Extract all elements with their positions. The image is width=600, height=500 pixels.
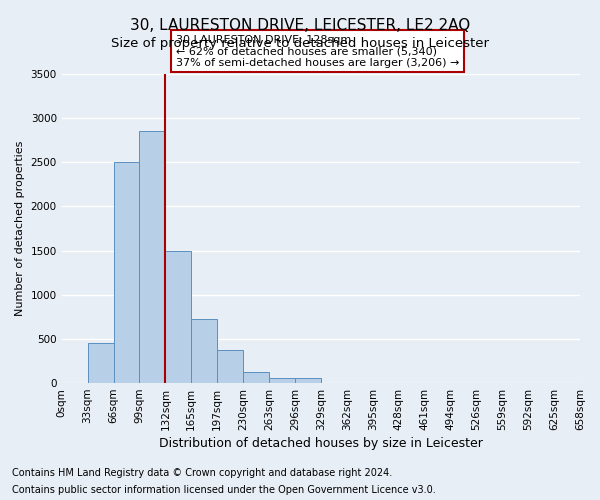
Bar: [269, 378, 295, 383]
Bar: [243, 372, 269, 383]
Text: 30, LAURESTON DRIVE, LEICESTER, LE2 2AQ: 30, LAURESTON DRIVE, LEICESTER, LE2 2AQ: [130, 18, 470, 32]
Bar: [217, 350, 243, 383]
Bar: [88, 344, 113, 383]
Y-axis label: Number of detached properties: Number of detached properties: [15, 141, 25, 316]
Bar: [113, 162, 139, 383]
Bar: [295, 378, 321, 383]
Bar: [139, 132, 166, 383]
Text: Size of property relative to detached houses in Leicester: Size of property relative to detached ho…: [111, 38, 489, 51]
Text: Contains HM Land Registry data © Crown copyright and database right 2024.: Contains HM Land Registry data © Crown c…: [12, 468, 392, 477]
X-axis label: Distribution of detached houses by size in Leicester: Distribution of detached houses by size …: [159, 437, 483, 450]
Text: Contains public sector information licensed under the Open Government Licence v3: Contains public sector information licen…: [12, 485, 436, 495]
Bar: [191, 318, 217, 383]
Bar: [166, 250, 191, 383]
Text: 30 LAURESTON DRIVE: 128sqm
← 62% of detached houses are smaller (5,340)
37% of s: 30 LAURESTON DRIVE: 128sqm ← 62% of deta…: [176, 34, 459, 68]
